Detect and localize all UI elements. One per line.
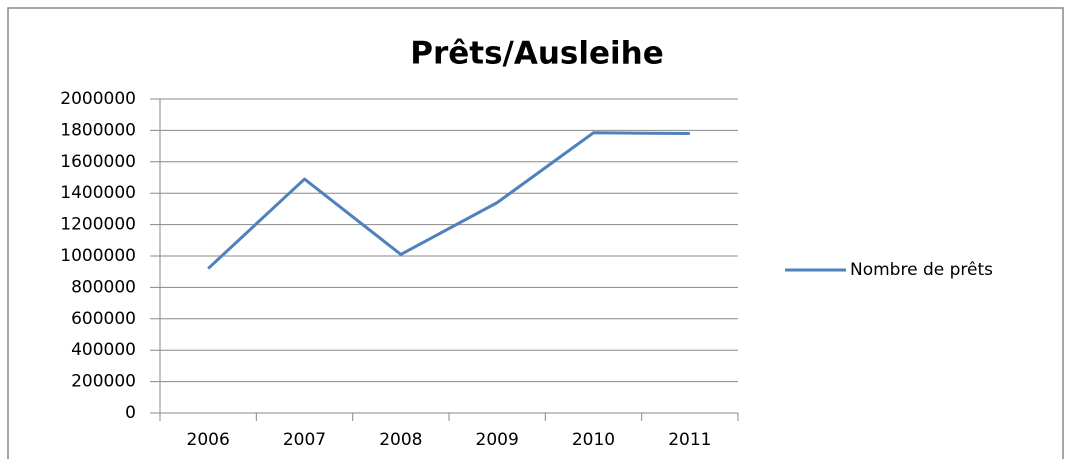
y-tick-label: 2000000 — [60, 89, 136, 109]
x-tick-label: 2010 — [572, 430, 615, 450]
chart-title: Prêts/Ausleihe — [410, 36, 664, 72]
y-tick-label: 400000 — [71, 340, 136, 360]
y-tick-label: 0 — [125, 403, 136, 423]
y-tick-label: 600000 — [71, 309, 136, 329]
legend-label: Nombre de prêts — [850, 260, 993, 280]
y-tick-label: 1000000 — [60, 246, 136, 266]
y-tick-label: 1800000 — [60, 120, 136, 140]
y-tick-label: 1400000 — [60, 183, 136, 203]
y-tick-label: 1200000 — [60, 215, 136, 235]
y-tick-label: 800000 — [71, 277, 136, 297]
data-line — [207, 131, 690, 270]
x-tick-label: 2008 — [379, 430, 422, 450]
y-tick-label: 1600000 — [60, 152, 136, 172]
x-tick-label: 2011 — [668, 430, 711, 450]
x-tick-label: 2006 — [187, 430, 230, 450]
x-tick-label: 2007 — [283, 430, 326, 450]
chart-frame — [7, 7, 1064, 459]
y-tick-label: 200000 — [71, 372, 136, 392]
x-tick-label: 2009 — [476, 430, 519, 450]
